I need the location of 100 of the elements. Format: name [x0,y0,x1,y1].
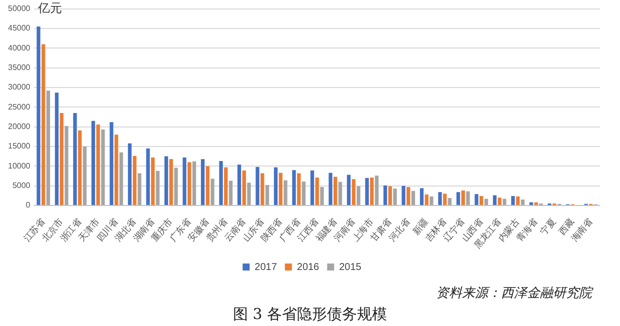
legend-label: 2015 [339,262,362,273]
bar [101,130,105,205]
bar [529,202,534,205]
bar [242,170,246,205]
bar [132,156,136,205]
bar [210,178,214,205]
bar [502,198,506,205]
x-tick-label: 宁夏 [538,216,558,237]
bar [328,172,332,205]
bar [219,161,223,205]
bar [224,167,228,205]
bar [228,180,233,205]
bar [284,180,288,205]
bar [484,198,488,205]
bar [302,181,306,205]
bar [346,174,351,205]
bar [374,176,379,205]
y-axis-title: 亿元 [37,0,62,15]
bar [334,176,338,205]
text: 资料来源：西泽金融研究院 [436,285,592,302]
y-tick-label: 45000 [8,24,31,33]
bar [174,168,178,205]
y-tick-label: 15000 [8,142,31,151]
bar [430,196,434,205]
bar [36,26,40,205]
bar [114,134,118,205]
bar [406,186,410,205]
bar [64,126,68,205]
bar [82,146,87,205]
bar [320,186,324,205]
y-tick-label: 20000 [8,122,31,132]
bar [498,198,502,205]
bar [237,164,242,205]
bar [164,156,168,205]
bar [388,186,392,205]
bar [169,159,173,205]
bar [383,185,388,205]
bar [466,191,470,205]
bar [456,192,460,205]
bar [292,170,296,205]
bar [511,196,515,205]
bar [256,166,260,205]
bar [91,120,96,205]
y-tick-label: 30000 [8,82,31,92]
legend-label: 2016 [296,262,320,273]
bar [315,178,319,205]
legend-label: 2017 [254,262,278,273]
bar [182,157,186,205]
bar [393,188,397,205]
bar [73,113,77,205]
bar [247,182,251,205]
bar [424,194,428,205]
bar [443,194,447,205]
bar [402,186,406,205]
y-tick-label: 50000 [8,4,31,14]
bar [146,148,150,205]
bar [260,173,264,205]
y-tick-label: 35000 [8,63,31,72]
y-tick-label: 10000 [8,161,31,170]
y-tick-label: 40000 [8,43,31,52]
bar [297,173,301,205]
y-tick-label: 5000 [12,181,31,190]
y-tick-label: 0 [26,200,31,210]
bar [420,188,424,205]
bar [516,196,520,205]
bar [448,198,452,205]
bar [338,182,342,205]
bar [278,172,282,205]
bar [60,113,64,205]
bar [46,90,50,205]
bar [200,159,205,205]
bar [206,166,210,205]
bar [54,92,59,205]
bar [42,44,46,205]
y-tick-label: 25000 [8,102,31,112]
bar [492,195,497,205]
bar [310,170,314,205]
bar [188,162,192,205]
bar [480,196,484,205]
bar [156,170,160,205]
bar [192,161,196,205]
bar [520,200,525,205]
bar [265,185,270,205]
bar [461,190,465,205]
bar [138,173,142,205]
bar [151,157,155,205]
text: 图 3 各省隐形债务规模 [232,305,388,324]
bar [356,186,360,205]
bar [128,143,132,205]
bar [474,194,478,205]
bar [78,130,82,205]
bar [110,122,114,205]
bar [411,190,416,205]
bar [119,152,124,205]
bar [438,192,442,205]
bar [365,178,369,205]
bar [370,178,374,205]
bar [96,124,100,205]
bar [274,167,278,205]
bar [352,179,356,205]
